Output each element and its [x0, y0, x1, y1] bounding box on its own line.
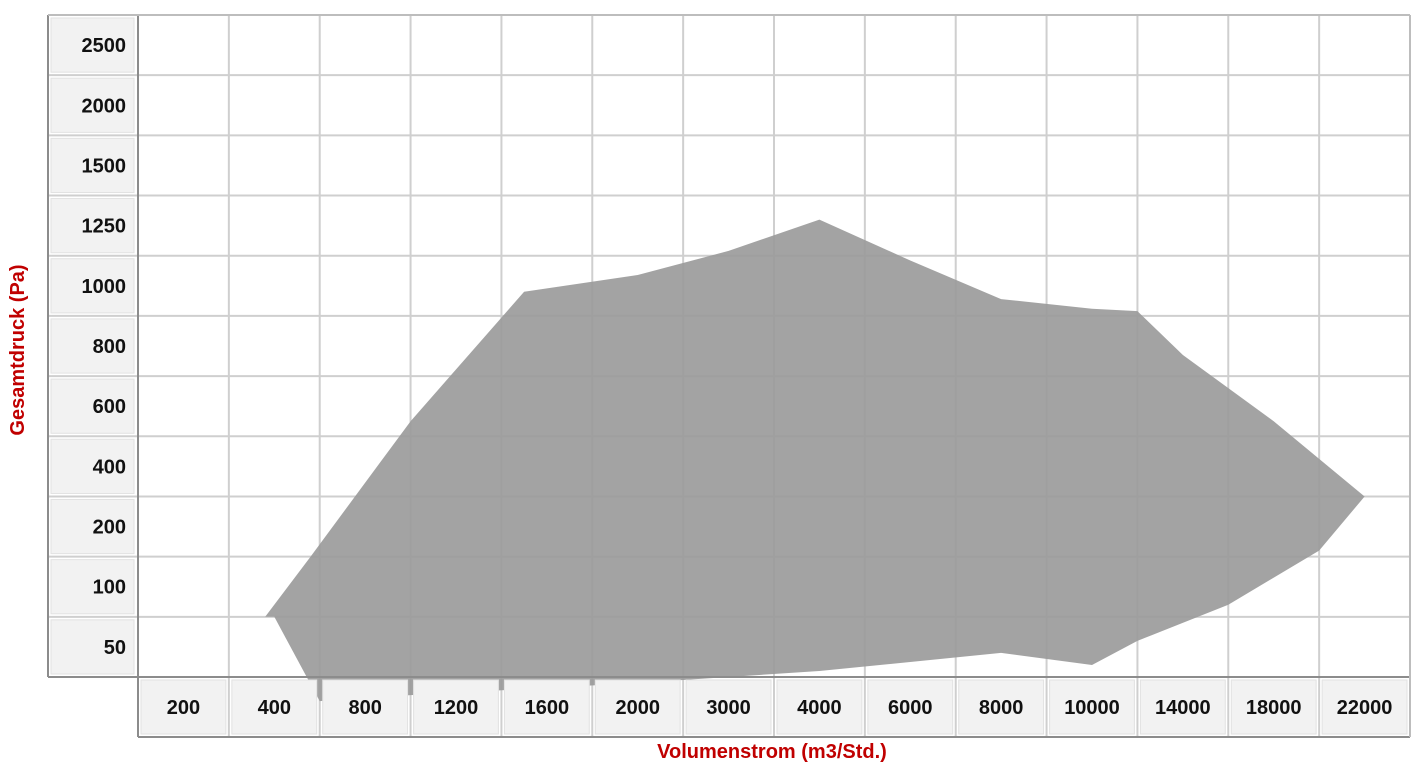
y-tick-cell: [50, 438, 135, 494]
y-tick-label: 100: [93, 577, 126, 599]
x-tick-label: 2000: [615, 697, 660, 719]
x-tick-label: 10000: [1064, 697, 1120, 719]
x-tick-cell: [1049, 679, 1135, 735]
x-tick-label: 8000: [979, 697, 1024, 719]
y-tick-cell: [50, 378, 135, 434]
x-tick-label: 200: [167, 697, 200, 719]
y-axis-title: Gesamtdruck (Pa): [7, 264, 29, 435]
y-tick-label: 200: [93, 517, 126, 539]
x-tick-cell: [1230, 679, 1317, 735]
x-tick-label: 4000: [797, 697, 842, 719]
x-tick-label: 400: [258, 697, 291, 719]
y-tick-label: 800: [93, 336, 126, 358]
y-axis-ticks: 2500 2000 1500 1250 1000 800 600 400 200 100 50: [50, 17, 135, 675]
x-tick-cell: [867, 679, 954, 735]
y-tick-cell: [50, 559, 135, 615]
x-tick-cell: [594, 679, 681, 735]
x-tick-cell: [685, 679, 772, 735]
y-tick-cell: [50, 77, 135, 133]
x-tick-label: 14000: [1155, 697, 1211, 719]
x-tick-label: 800: [348, 697, 381, 719]
y-tick-cell: [50, 198, 135, 254]
axis-frame: [47, 14, 1411, 738]
x-tick-label: 18000: [1246, 697, 1302, 719]
y-tick-cell: [50, 619, 135, 675]
x-axis-title: Volumenstrom (m3/Std.): [657, 741, 887, 763]
x-axis-ticks: 200 400 800 1200 1600 2000 3000 4000 6000 8000 100…: [140, 679, 1408, 735]
y-tick-label: 1000: [82, 276, 127, 298]
x-tick-cell: [958, 679, 1045, 735]
area-series: [265, 219, 1365, 702]
y-tick-label: 50: [104, 637, 126, 659]
x-tick-cell: [1321, 679, 1408, 735]
y-tick-label: 1500: [82, 155, 127, 177]
x-tick-cell: [322, 679, 409, 735]
y-tick-label: 2500: [82, 35, 127, 57]
y-tick-label: 400: [93, 456, 126, 478]
x-tick-label: 3000: [706, 697, 751, 719]
x-tick-cell: [1139, 679, 1226, 735]
y-tick-label: 1250: [82, 216, 127, 238]
y-tick-cell: [50, 137, 135, 194]
x-tick-label: 22000: [1337, 697, 1393, 719]
y-tick-label: 2000: [82, 95, 127, 117]
y-tick-cell: [50, 318, 135, 374]
y-tick-cell: [50, 17, 135, 73]
x-tick-cell: [140, 679, 227, 735]
x-tick-cell: [503, 679, 590, 735]
y-tick-label: 600: [93, 396, 126, 418]
y-tick-cell: [50, 258, 135, 314]
x-tick-label: 1600: [525, 697, 570, 719]
x-tick-label: 1200: [434, 697, 479, 719]
x-tick-label: 6000: [888, 697, 933, 719]
x-tick-cell: [776, 679, 863, 735]
x-tick-cell: [413, 679, 499, 735]
y-tick-cell: [50, 498, 135, 555]
x-tick-cell: [231, 679, 318, 735]
